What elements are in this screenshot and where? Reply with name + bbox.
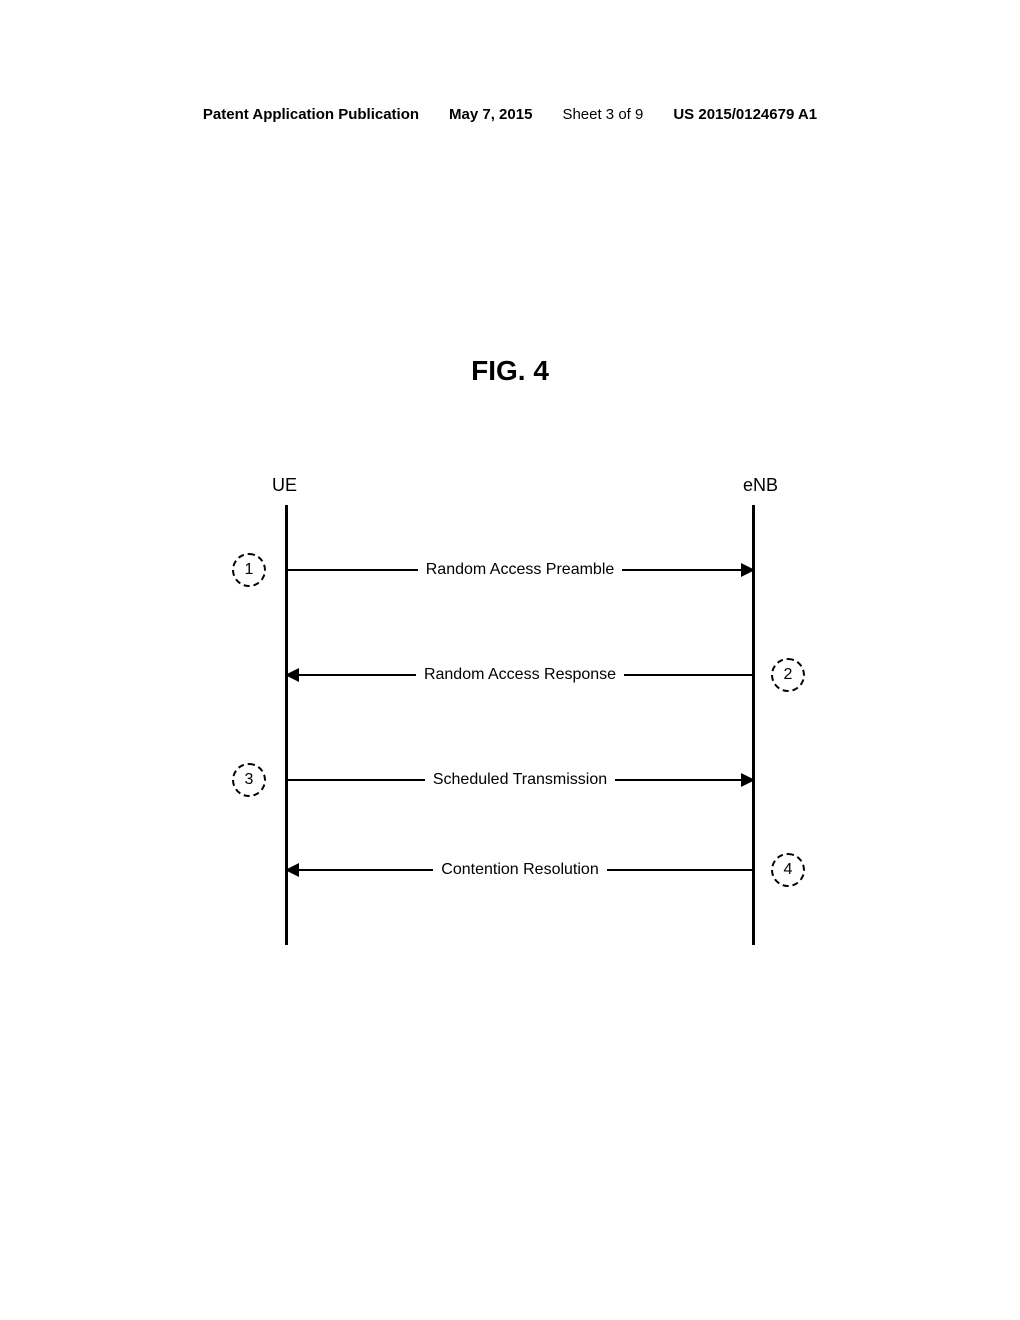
message-line — [286, 779, 425, 781]
step-number: 4 — [784, 861, 793, 879]
step-badge-3: 3 — [232, 763, 266, 797]
message-label: Random Access Preamble — [418, 561, 623, 579]
arrow-left-icon — [285, 668, 299, 682]
message-4: Contention Resolution — [286, 855, 754, 885]
step-number: 2 — [784, 666, 793, 684]
message-line — [286, 674, 416, 676]
message-line — [624, 674, 754, 676]
message-3: Scheduled Transmission — [286, 765, 754, 795]
message-label: Contention Resolution — [433, 861, 606, 879]
actor-label-enb: eNB — [743, 475, 778, 496]
step-number: 3 — [245, 771, 254, 789]
message-2: Random Access Response — [286, 660, 754, 690]
message-1: Random Access Preamble — [286, 555, 754, 585]
header-sheet: Sheet 3 of 9 — [562, 106, 643, 123]
step-badge-4: 4 — [771, 853, 805, 887]
actor-label-ue: UE — [272, 475, 297, 496]
arrow-left-icon — [285, 863, 299, 877]
arrow-right-icon — [741, 563, 755, 577]
message-line — [286, 869, 433, 871]
message-label: Scheduled Transmission — [425, 771, 615, 789]
header-publication: Patent Application Publication — [203, 106, 419, 123]
step-badge-2: 2 — [771, 658, 805, 692]
message-line — [286, 569, 418, 571]
step-number: 1 — [245, 561, 254, 579]
message-line — [615, 779, 754, 781]
step-badge-1: 1 — [232, 553, 266, 587]
header-date: May 7, 2015 — [449, 106, 532, 123]
figure-title: FIG. 4 — [0, 355, 1020, 387]
message-label: Random Access Response — [416, 666, 624, 684]
message-line — [622, 569, 754, 571]
sequence-diagram: UE eNB Random Access Preamble 1 Random A… — [220, 475, 800, 955]
header-patent-number: US 2015/0124679 A1 — [673, 106, 817, 123]
message-line — [607, 869, 754, 871]
header-row: Patent Application Publication May 7, 20… — [0, 106, 1020, 123]
arrow-right-icon — [741, 773, 755, 787]
